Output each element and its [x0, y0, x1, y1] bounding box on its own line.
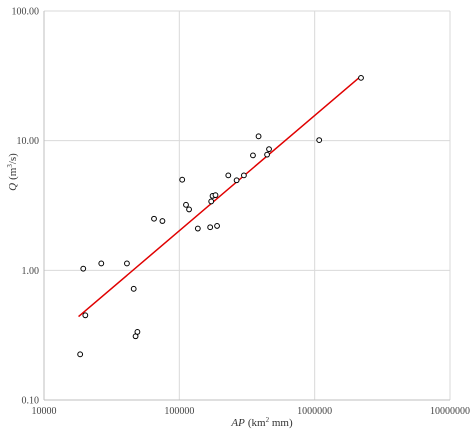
data-point — [80, 265, 87, 272]
data-point — [159, 218, 166, 224]
data-point — [316, 137, 323, 144]
y-tick-label: 0.10 — [22, 396, 40, 407]
data-point — [212, 192, 219, 199]
data-point — [98, 260, 105, 267]
data-point — [130, 285, 137, 292]
data-point — [214, 223, 220, 229]
data-point — [255, 133, 262, 140]
data-point — [225, 172, 232, 179]
data-point — [124, 260, 130, 267]
x-tick-label: 10000 — [32, 406, 57, 417]
data-point — [82, 312, 89, 319]
data-point — [183, 201, 189, 208]
data-point — [179, 176, 186, 183]
grid-layer — [43, 10, 451, 401]
data-point — [241, 172, 247, 179]
y-tick-label: 1.00 — [22, 266, 40, 277]
data-point — [194, 225, 201, 232]
data-point — [151, 215, 157, 222]
plot-frame — [43, 11, 450, 401]
fit-line-layer — [78, 75, 362, 318]
y-tick-labels: 0.10 1.00 10.00 100.00 — [12, 7, 40, 407]
data-point — [77, 351, 84, 358]
y-axis-label: Q(m3/s) — [6, 153, 19, 191]
y-tick-label: 10.00 — [17, 136, 40, 147]
x-tick-label: 100000 — [164, 406, 194, 417]
x-tick-labels: 10000 100000 1000000 10000000 — [32, 406, 471, 417]
data-point — [186, 206, 192, 213]
x-tick-label: 10000000 — [430, 406, 470, 417]
data-point — [266, 146, 272, 153]
data-point — [233, 177, 240, 184]
data-point — [264, 151, 270, 158]
fit-line — [78, 75, 362, 318]
data-point — [358, 74, 364, 81]
data-points-layer — [77, 74, 364, 358]
data-point — [250, 152, 256, 159]
x-tick-label: 1000000 — [297, 406, 332, 417]
data-point — [134, 329, 141, 335]
data-point — [207, 224, 214, 231]
x-axis-label: AP (km2 mm) — [230, 416, 293, 429]
data-point — [208, 198, 215, 205]
y-tick-label: 100.00 — [12, 7, 40, 18]
